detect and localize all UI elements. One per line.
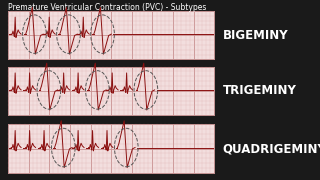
FancyBboxPatch shape (8, 124, 214, 173)
Text: QUADRIGEMINY: QUADRIGEMINY (222, 142, 320, 155)
Text: Premature Ventricular Contraction (PVC) - Subtypes: Premature Ventricular Contraction (PVC) … (8, 3, 206, 12)
Text: TRIGEMINY: TRIGEMINY (222, 84, 296, 97)
Text: BIGEMINY: BIGEMINY (222, 29, 288, 42)
FancyBboxPatch shape (8, 11, 214, 59)
FancyBboxPatch shape (8, 67, 214, 115)
